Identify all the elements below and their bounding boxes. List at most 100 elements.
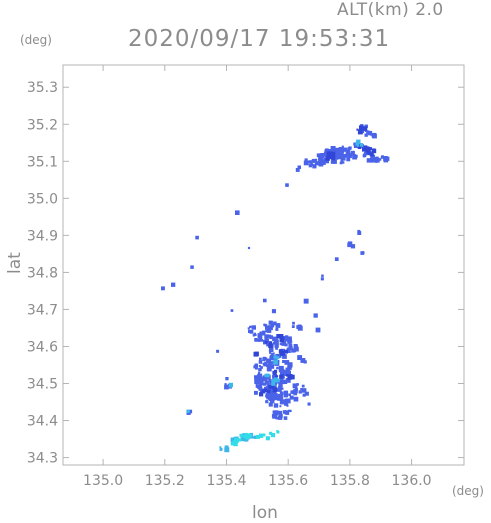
echo-point [269,361,272,365]
echo-point [269,431,273,435]
echo-point [284,391,287,395]
echo-point [274,375,278,378]
y-tick-label: 34.7 [27,302,58,318]
echo-point [256,434,260,439]
echo-point [302,393,306,397]
echo-point [285,367,290,372]
echo-point [293,349,297,352]
echo-point [282,379,287,384]
echo-point [284,337,289,342]
echo-point [266,385,269,388]
echo-point [269,351,272,354]
echo-point [275,393,278,396]
echo-point [262,362,266,366]
echo-point [264,340,268,344]
echo-point [275,347,278,350]
echo-point [286,348,291,353]
echo-point [307,402,311,406]
echo-point [280,334,284,338]
echo-point [275,416,278,420]
echo-point [348,146,352,150]
echo-point [230,309,234,312]
echo-point [271,398,275,402]
echo-point [257,386,261,390]
echo-point [276,375,279,378]
echo-point [268,343,273,348]
y-tick-label: 35.2 [27,117,58,133]
echo-point [353,144,358,148]
echo-point [272,375,275,378]
echo-point [277,354,282,358]
echo-point [335,153,341,158]
echo-point [254,338,258,342]
echo-point [253,351,259,357]
echo-point [270,433,276,438]
echo-point [292,321,295,325]
echo-point [290,340,293,343]
echo-point [321,274,324,277]
echo-point [320,277,324,281]
echo-point [362,148,365,152]
echo-point [279,405,282,408]
echo-point [293,396,299,402]
echo-point [362,147,365,150]
echo-point [262,356,266,361]
echo-point [258,367,262,372]
echo-point [370,156,373,159]
echo-point [224,384,229,390]
echo-point [270,389,275,394]
echo-point [309,160,313,163]
echo-point [246,433,251,438]
y-tick-label: 35.0 [27,191,58,207]
echo-point [264,361,267,365]
echo-point [256,374,260,377]
echo-point [325,148,329,153]
echo-point [263,298,267,303]
echo-point [261,389,265,393]
echo-point [276,356,280,360]
echo-point [318,161,324,167]
echo-point [342,154,347,158]
echo-point [278,381,283,386]
echo-point [286,347,290,350]
echo-point [195,235,199,240]
echo-point [343,147,348,152]
echo-point [233,441,238,447]
echo-point [269,364,275,369]
echo-point [350,244,356,249]
echo-point [356,128,359,131]
echo-point [312,164,317,169]
echo-point [346,153,351,158]
echo-point [267,328,272,333]
echo-point [258,371,261,374]
echo-point [266,364,269,367]
x-tick-label: 135.8 [330,473,370,489]
echo-point [265,436,270,441]
echo-point [278,410,282,415]
echo-point [326,151,332,156]
echo-point [264,373,268,378]
echo-point [304,158,308,162]
y-tick-label: 34.9 [27,228,58,244]
echo-point [252,334,256,337]
echo-point [272,321,277,326]
echo-point [279,374,284,379]
echo-point [171,282,176,287]
echo-point [284,349,288,354]
echo-point [283,416,288,420]
echo-point [274,379,278,383]
echo-point [257,333,263,338]
echo-point [345,151,348,154]
echo-point [281,341,287,346]
echo-point [249,325,252,329]
echo-point [161,286,165,291]
echo-point [289,409,292,413]
x-tick-label: 135.4 [206,473,246,489]
echo-point [273,403,279,408]
echo-point [273,387,278,392]
echo-point [347,242,352,248]
echo-point [270,324,274,327]
echo-point [355,143,358,146]
echo-point [267,373,271,377]
echo-point [339,152,344,157]
